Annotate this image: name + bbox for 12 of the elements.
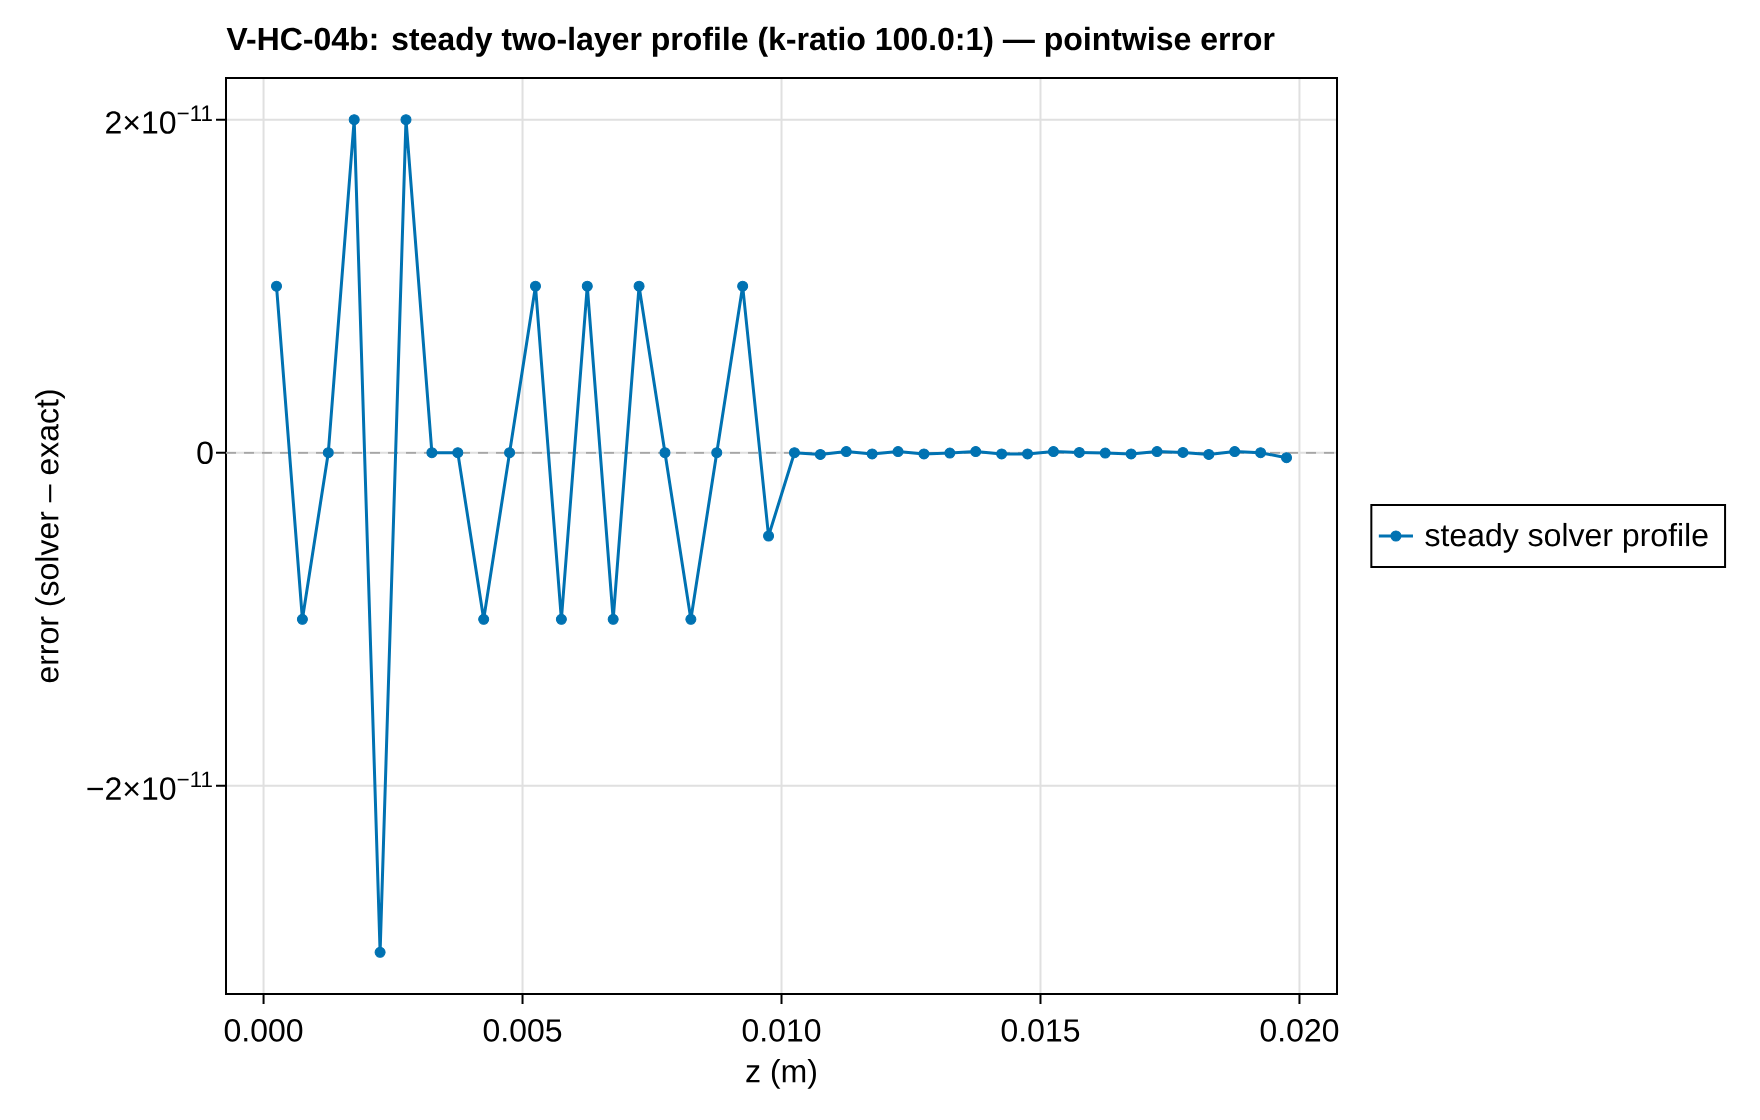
x-axis-title: z (m) [746, 1059, 816, 1089]
y-tick-label: 0 [197, 441, 213, 465]
x-tick-label: 0.015 [1001, 1019, 1080, 1042]
x-tick-label: 0.020 [1260, 1019, 1339, 1042]
x-tick-label: 0.000 [224, 1019, 303, 1042]
legend-label: steady solver profile [1425, 522, 1708, 553]
chart-title: V-HC-04b: steady two-layer profile (k-ratio 100.0:1) — pointwise error [226, 26, 1275, 57]
y-tick-label: −2×10$^{−11}$ [87, 771, 212, 800]
y-axis-title: error (solver – exact) [35, 390, 65, 683]
x-tick-label: 0.005 [483, 1019, 562, 1042]
x-tick-label: 0.010 [742, 1019, 821, 1042]
y-tick-label: 2×10$^{−11}$ [106, 105, 212, 134]
